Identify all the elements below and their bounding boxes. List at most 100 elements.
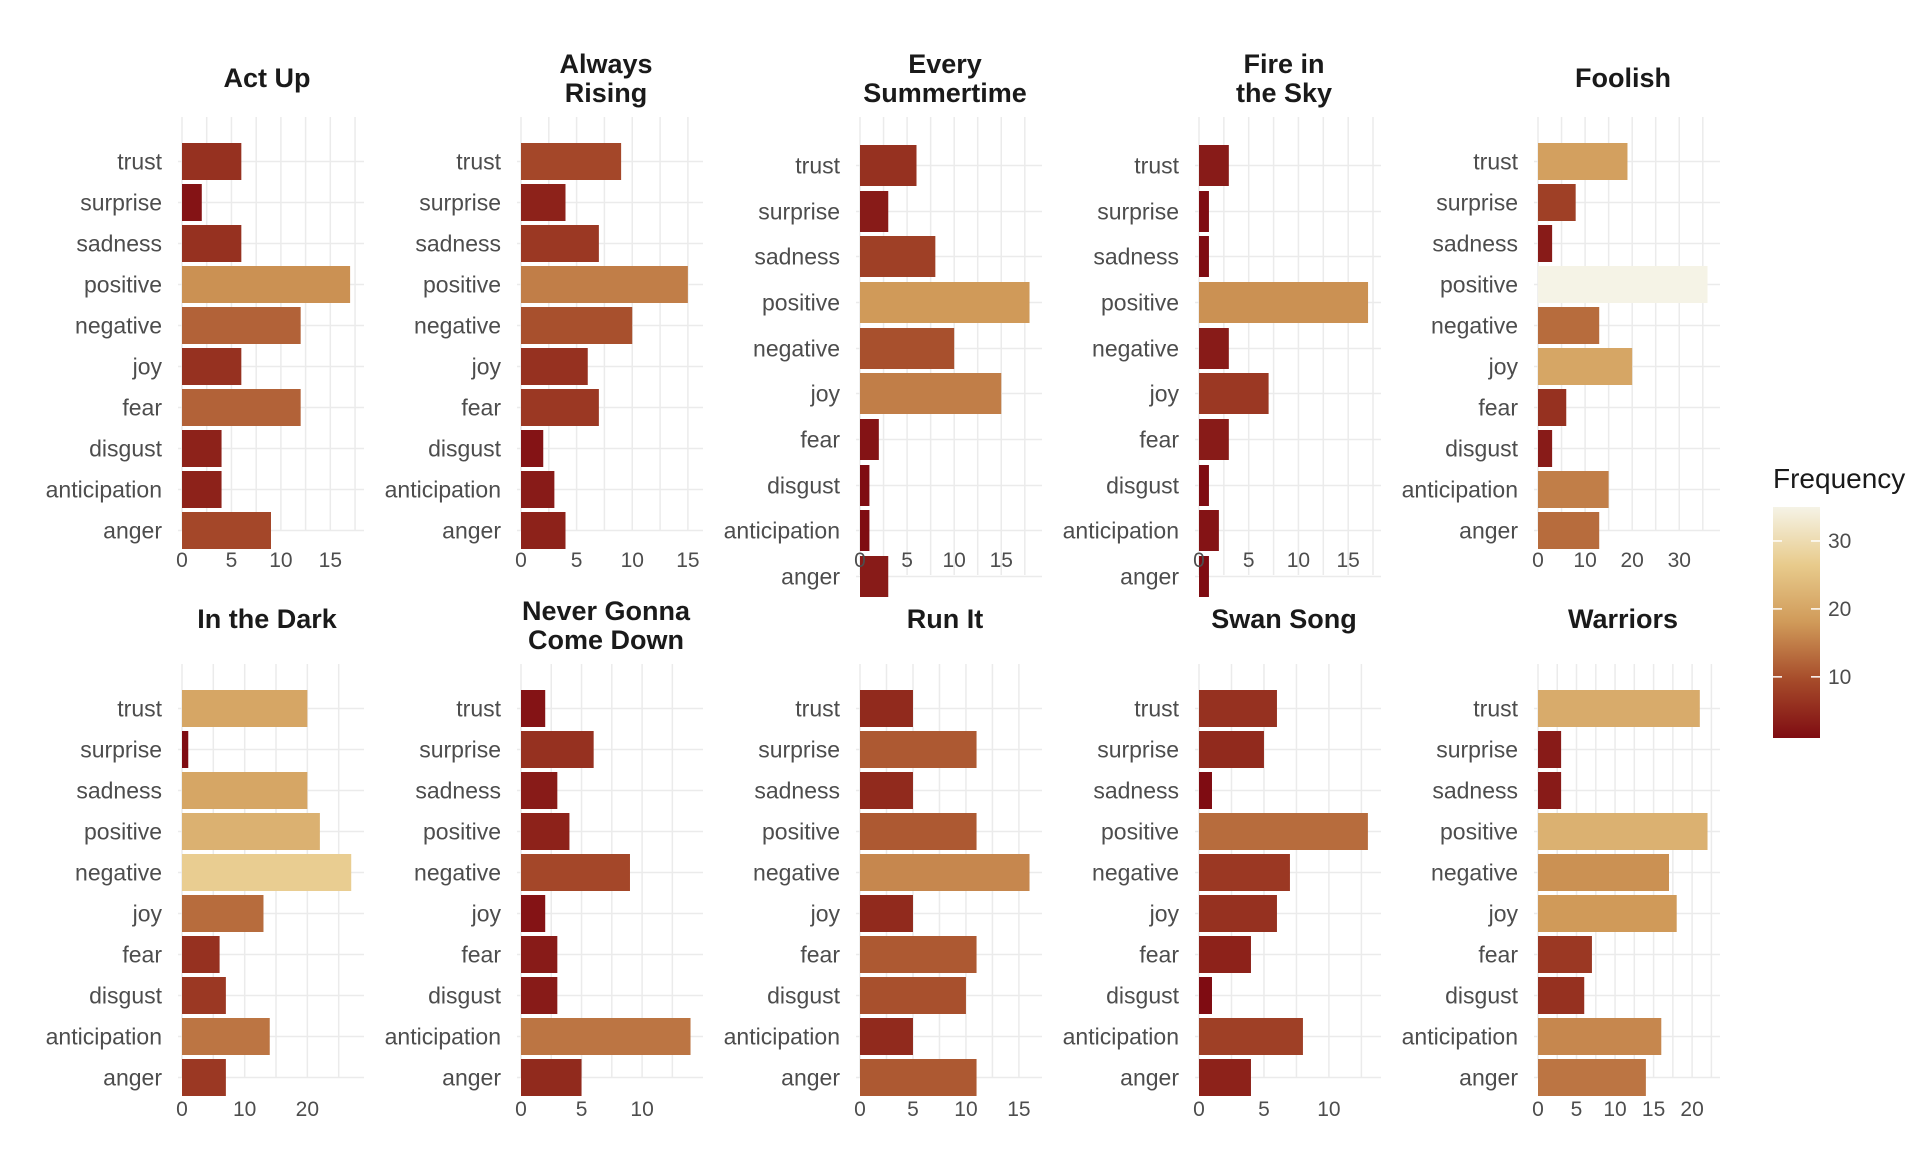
bar-sadness bbox=[182, 772, 308, 809]
bar-negative bbox=[521, 307, 633, 344]
bar-fear bbox=[521, 936, 558, 973]
bar-anticipation bbox=[521, 471, 555, 508]
panel: trust surprise sadness positive negative joy f… bbox=[1063, 604, 1381, 1121]
y-tick-label: fear bbox=[122, 395, 162, 421]
y-tick-label: disgust bbox=[767, 983, 840, 1009]
y-tick-label: disgust bbox=[1106, 983, 1179, 1009]
bar-trust bbox=[860, 145, 917, 186]
bar-joy bbox=[860, 895, 913, 932]
x-tick-label: 5 bbox=[576, 1098, 588, 1121]
panel-title: Come Down bbox=[528, 625, 684, 655]
x-tick-label: 10 bbox=[233, 1098, 256, 1121]
bar-fear bbox=[182, 389, 301, 426]
y-tick-label: joy bbox=[132, 901, 163, 927]
y-tick-label: anticipation bbox=[724, 1024, 840, 1050]
panel: trust surprise sadness positive negative joy f… bbox=[1063, 49, 1381, 597]
bar-disgust bbox=[521, 430, 544, 467]
y-tick-label: surprise bbox=[419, 190, 501, 216]
bar-negative bbox=[860, 328, 955, 369]
bar-fear bbox=[1199, 936, 1251, 973]
y-tick-label: surprise bbox=[419, 737, 501, 763]
y-tick-label: anticipation bbox=[46, 477, 162, 503]
y-tick-label: surprise bbox=[80, 737, 162, 763]
bar-sadness bbox=[1538, 225, 1553, 262]
y-tick-label: positive bbox=[1101, 290, 1179, 316]
x-tick-label: 0 bbox=[1532, 1098, 1544, 1121]
y-tick-label: positive bbox=[762, 290, 840, 316]
x-tick-label: 0 bbox=[1193, 549, 1205, 572]
x-tick-label: 20 bbox=[296, 1098, 319, 1121]
y-tick-label: disgust bbox=[89, 983, 162, 1009]
y-tick-label: trust bbox=[117, 149, 162, 175]
x-tick-label: 15 bbox=[676, 549, 699, 572]
y-tick-label: trust bbox=[117, 696, 162, 722]
y-tick-label: positive bbox=[423, 272, 501, 298]
y-tick-label: disgust bbox=[1445, 983, 1518, 1009]
y-tick-label: anger bbox=[442, 1065, 501, 1091]
panel-title: Summertime bbox=[863, 78, 1027, 108]
panel-title: Act Up bbox=[224, 63, 311, 93]
bar-joy bbox=[1199, 373, 1269, 414]
y-tick-label: trust bbox=[1473, 149, 1518, 175]
bar-positive bbox=[1538, 813, 1708, 850]
y-tick-label: anger bbox=[781, 1065, 840, 1091]
panel: trust surprise sadness positive negative joy f… bbox=[1402, 63, 1720, 572]
y-tick-label: surprise bbox=[1436, 190, 1518, 216]
bar-sadness bbox=[521, 772, 558, 809]
y-tick-label: disgust bbox=[1445, 436, 1518, 462]
y-tick-label: negative bbox=[414, 313, 501, 339]
bar-disgust bbox=[182, 977, 226, 1014]
y-tick-label: trust bbox=[1134, 153, 1179, 179]
bar-trust bbox=[521, 143, 622, 180]
bar-fear bbox=[1199, 419, 1229, 460]
legend-tick-label: 30 bbox=[1828, 530, 1851, 553]
x-tick-label: 0 bbox=[1193, 1098, 1205, 1121]
x-tick-label: 0 bbox=[854, 1098, 866, 1121]
bar-joy bbox=[1538, 895, 1677, 932]
bar-anticipation bbox=[1199, 510, 1219, 551]
y-tick-label: surprise bbox=[1097, 199, 1179, 225]
panel-title: Every bbox=[908, 49, 982, 79]
x-tick-label: 0 bbox=[854, 549, 866, 572]
bar-fear bbox=[860, 936, 977, 973]
y-tick-label: trust bbox=[795, 153, 840, 179]
y-tick-label: negative bbox=[1431, 313, 1518, 339]
bar-fear bbox=[1538, 936, 1592, 973]
y-tick-label: disgust bbox=[1106, 473, 1179, 499]
bar-joy bbox=[182, 895, 264, 932]
y-tick-label: fear bbox=[1139, 942, 1179, 968]
bar-surprise bbox=[521, 184, 566, 221]
y-tick-label: fear bbox=[122, 942, 162, 968]
y-tick-label: sadness bbox=[754, 778, 840, 804]
y-tick-label: joy bbox=[471, 901, 502, 927]
y-tick-label: fear bbox=[800, 942, 840, 968]
y-tick-label: negative bbox=[753, 860, 840, 886]
bar-negative bbox=[1199, 854, 1290, 891]
panel: trust surprise sadness positive negative joy f… bbox=[1402, 604, 1720, 1121]
bar-sadness bbox=[1199, 772, 1212, 809]
bar-sadness bbox=[521, 225, 599, 262]
panel-title: Rising bbox=[565, 78, 648, 108]
y-tick-label: anger bbox=[103, 1065, 162, 1091]
y-tick-label: anger bbox=[1459, 1065, 1518, 1091]
x-tick-label: 0 bbox=[515, 1098, 527, 1121]
y-tick-label: negative bbox=[75, 860, 162, 886]
x-tick-label: 20 bbox=[1680, 1098, 1703, 1121]
bar-positive bbox=[1538, 266, 1708, 303]
bar-anger bbox=[1199, 556, 1209, 597]
bar-trust bbox=[182, 690, 308, 727]
y-tick-label: sadness bbox=[415, 231, 501, 257]
bar-sadness bbox=[1199, 236, 1209, 277]
bar-negative bbox=[1199, 328, 1229, 369]
bar-sadness bbox=[1538, 772, 1562, 809]
bar-fear bbox=[1538, 389, 1567, 426]
bar-surprise bbox=[860, 191, 889, 232]
bar-anticipation bbox=[182, 471, 222, 508]
y-tick-label: joy bbox=[471, 354, 502, 380]
x-tick-label: 0 bbox=[1532, 549, 1544, 572]
x-tick-label: 5 bbox=[901, 549, 913, 572]
y-tick-label: positive bbox=[1440, 272, 1518, 298]
bar-positive bbox=[1199, 813, 1368, 850]
y-tick-label: anger bbox=[442, 518, 501, 544]
bar-trust bbox=[182, 143, 242, 180]
